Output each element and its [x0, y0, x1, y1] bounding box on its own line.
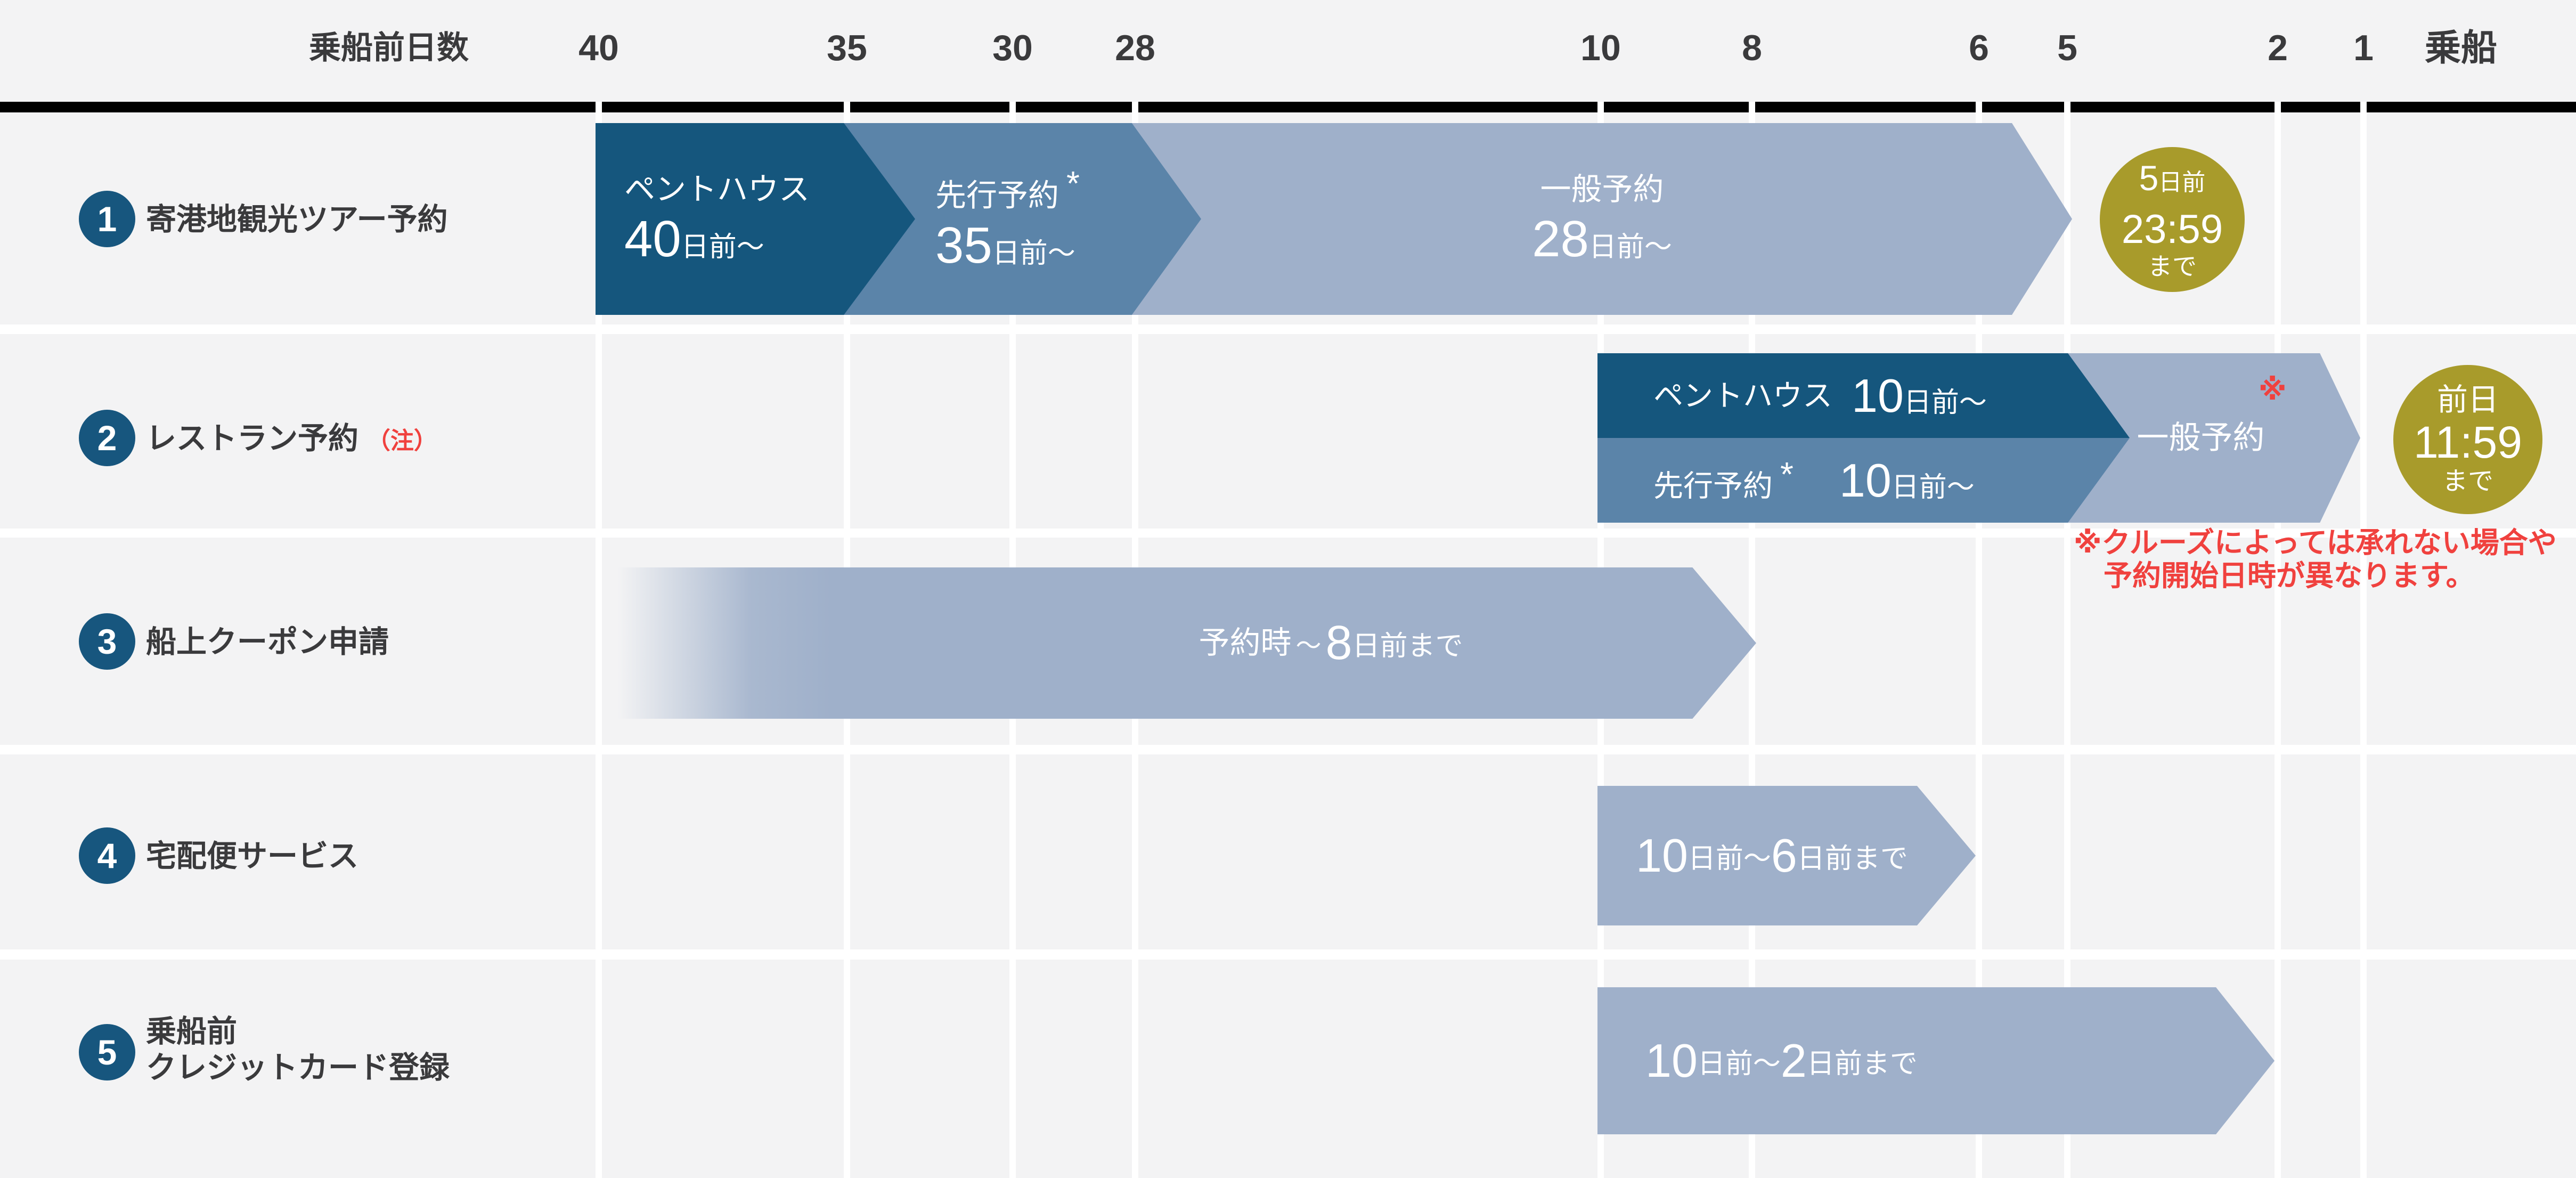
row1-general-suffix: 日前〜 [1588, 232, 1672, 263]
row5-number: 5 [97, 1033, 117, 1072]
grid-line-40 [596, 102, 602, 1178]
row5-bar: 10 日前〜 2 日前まで [1597, 987, 2275, 1134]
tick-28: 28 [1115, 28, 1155, 68]
asterisk-mark: * [1780, 455, 1794, 494]
row2-deadline-until: まで [2442, 467, 2493, 495]
row1-penthouse-day: 40 [624, 210, 681, 267]
row1-advance-day: 35 [935, 216, 992, 274]
row4-number-badge: 4 [79, 827, 135, 884]
row2-number-badge: 2 [79, 410, 135, 466]
tick-boarding: 乗船 [2424, 28, 2497, 68]
row4-bar: 10 日前〜 6 日前まで [1597, 786, 1976, 925]
row1-penthouse-suffix: 日前〜 [681, 232, 764, 263]
tick-10: 10 [1580, 28, 1621, 68]
row2-general-name: 一般予約 [2137, 420, 2265, 456]
row2-deadline-day: 前日 [2436, 383, 2499, 417]
row5-bar-day2: 2 [1780, 1034, 1807, 1087]
row2-advance-name: 先行予約 * [1653, 455, 1794, 503]
row1-deadline-time: 23:59 [2121, 206, 2223, 252]
row3-bar-day: 8 [1325, 616, 1352, 670]
tick-40: 40 [578, 28, 619, 68]
tick-35: 35 [827, 28, 867, 68]
row4-bar-suffix2: 日前まで [1797, 843, 1908, 874]
row1-penthouse-name: ペントハウス [624, 172, 810, 207]
row1-deadline-badge: 5日前 23:59 まで [2100, 147, 2245, 292]
tick-1: 1 [2353, 28, 2374, 68]
grid-line-2 [2275, 102, 2281, 1178]
row3-bar-pre: 予約時 [1199, 625, 1292, 660]
row5-bar-suffix2: 日前まで [1806, 1048, 1918, 1079]
row5-bar-day1: 10 [1645, 1034, 1698, 1087]
row2-bar-advance: 先行予約 * 10日前〜 [1597, 438, 2130, 523]
row1-deadline-until: まで [2148, 252, 2197, 280]
row3-bar: 予約時 〜 8 日前まで [618, 567, 1756, 719]
tick-6: 6 [1969, 28, 1989, 68]
tick-2: 2 [2268, 28, 2288, 68]
row2-penthouse-suffix: 日前〜 [1903, 387, 1987, 418]
row1-bar-general: 一般予約 28日前〜 [1132, 123, 2072, 315]
row2-number: 2 [97, 418, 117, 458]
row3-bar-tilde: 〜 [1295, 632, 1322, 660]
row2-deadline-time: 11:59 [2414, 417, 2522, 467]
row3-number-badge: 3 [79, 613, 135, 670]
row2-label: レストラン予約 （注） [146, 421, 437, 456]
row4-number: 4 [97, 836, 117, 875]
row-separator [0, 324, 2576, 334]
row5-bar-suffix1: 日前〜 [1697, 1048, 1781, 1079]
tick-8: 8 [1742, 28, 1762, 68]
row4-bar-day2: 6 [1771, 829, 1797, 882]
row2-advance-suffix: 日前〜 [1891, 472, 1975, 503]
row2-footnote: ※クルーズによっては承れない場合や 予約開始日時が異なります。 [2074, 526, 2557, 592]
row4-bar-suffix1: 日前〜 [1688, 843, 1771, 874]
row4-label: 宅配便サービス [146, 839, 358, 873]
row-separator [0, 949, 2576, 960]
row1-general-name: 一般予約 [1540, 172, 1664, 207]
row2-penthouse-name: ペントハウス [1653, 378, 1832, 412]
row1-advance-name: 先行予約 * [935, 164, 1080, 213]
row1-deadline-day-suffix: 日前 [2158, 169, 2206, 196]
row2-penthouse-day: 10 [1852, 369, 1904, 422]
row1-label: 寄港地観光ツアー予約 [146, 202, 448, 237]
tick-30: 30 [992, 28, 1033, 68]
row1-bar-penthouse: ペントハウス 40日前〜 [596, 123, 915, 315]
asterisk-mark: * [1066, 164, 1080, 203]
row5-label-line1: 乗船前 [146, 1014, 237, 1049]
tick-5: 5 [2057, 28, 2077, 68]
row3-number: 3 [97, 622, 117, 661]
row5-label: 乗船前 クレジットカード登録 [146, 1013, 450, 1086]
row-separator [0, 529, 2576, 538]
row1-number-badge: 1 [79, 191, 135, 247]
row2-deadline-badge: 前日 11:59 まで [2393, 365, 2542, 514]
row4-bar-day1: 10 [1636, 829, 1688, 882]
row2-advance-day: 10 [1839, 453, 1892, 507]
row5-label-line2: クレジットカード登録 [146, 1051, 450, 1085]
axis-title: 乗船前日数 [309, 30, 469, 66]
row2-footnote-line2: 予約開始日時が異なります。 [2104, 560, 2475, 592]
row-separator [0, 745, 2576, 754]
grid-line-1 [2360, 102, 2367, 1178]
row2-general-ref-mark: ※ [2259, 374, 2287, 406]
row1-number: 1 [97, 199, 117, 239]
row2-footnote-line1: ※クルーズによっては承れない場合や [2074, 527, 2557, 559]
row3-label: 船上クーポン申請 [146, 625, 389, 659]
row2-note-inline: （注） [366, 428, 437, 454]
row1-advance-suffix: 日前〜 [992, 238, 1075, 269]
row1-general-day: 28 [1532, 210, 1589, 267]
row1-deadline-day: 5 [2139, 158, 2159, 198]
row5-number-badge: 5 [79, 1024, 135, 1080]
row3-bar-suffix: 日前まで [1352, 630, 1463, 662]
row2-bar-penthouse: ペントハウス 10日前〜 [1597, 353, 2130, 438]
header-rule [0, 102, 2576, 112]
